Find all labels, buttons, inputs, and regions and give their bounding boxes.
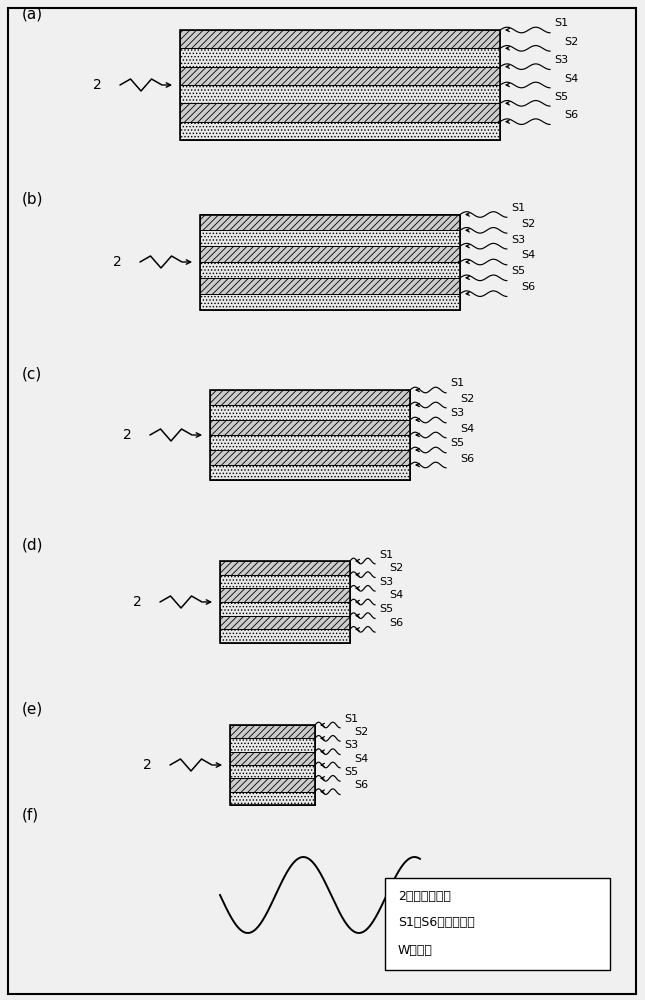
Text: (a): (a) [22,7,43,22]
Bar [220,588,350,602]
Bar [230,738,315,752]
Text: S2: S2 [389,563,403,573]
Bar [385,878,610,970]
Text: S3: S3 [554,55,568,65]
Text: W：波形: W：波形 [398,944,433,956]
Bar [210,420,410,435]
Bar [200,262,460,278]
Text: S3: S3 [511,235,525,245]
Bar [210,390,410,405]
Bar [210,390,410,480]
Text: S5: S5 [344,767,358,777]
Text: S4: S4 [460,424,474,434]
Text: (c): (c) [22,367,43,382]
Text: S2: S2 [521,219,535,229]
Text: S3: S3 [379,577,393,587]
Text: S4: S4 [521,250,535,260]
Text: S5: S5 [511,266,525,276]
Text: 2：光学滤波器: 2：光学滤波器 [398,890,451,902]
Text: 2: 2 [143,758,152,772]
Bar [220,602,350,616]
Text: S4: S4 [354,754,368,764]
Bar [200,246,460,262]
Text: S5: S5 [554,92,568,102]
Text: S5: S5 [450,438,464,448]
Text: 2: 2 [134,595,142,609]
Bar [180,30,500,48]
Bar [180,103,500,122]
Text: S2: S2 [564,37,579,47]
Text: S3: S3 [450,408,464,418]
Bar [180,30,500,140]
Text: S1～S6：层叠部件: S1～S6：层叠部件 [398,916,475,930]
Text: W: W [430,883,442,896]
Text: S2: S2 [354,727,368,737]
Bar [180,122,500,140]
Bar [230,778,315,792]
Text: S1: S1 [344,714,358,724]
Bar [230,792,315,805]
Bar [200,294,460,310]
Bar [210,465,410,480]
Bar [180,85,500,103]
Bar [220,629,350,643]
Bar [220,561,350,643]
Bar [200,215,460,310]
Bar [220,561,350,575]
Text: S1: S1 [554,18,568,28]
Bar [210,435,410,450]
Bar [230,752,315,765]
Bar [220,575,350,588]
Text: S6: S6 [389,618,403,628]
Bar [200,214,460,230]
Bar [230,725,315,738]
Bar [220,616,350,629]
Text: (f): (f) [22,808,39,823]
Text: S4: S4 [389,590,403,600]
Bar [180,67,500,85]
Text: 2: 2 [114,255,122,269]
Text: S2: S2 [460,393,474,403]
Bar [230,765,315,778]
Bar [230,725,315,805]
Text: S6: S6 [521,282,535,292]
Text: S6: S6 [354,780,368,790]
Text: S5: S5 [379,604,393,614]
Bar [210,450,410,465]
Bar [200,230,460,246]
Bar [200,278,460,294]
Text: S1: S1 [450,378,464,388]
Text: (e): (e) [22,702,43,717]
Text: S1: S1 [511,203,525,213]
Bar [180,48,500,67]
Text: 2: 2 [123,428,132,442]
Bar [210,405,410,420]
Text: S1: S1 [379,550,393,560]
Text: (b): (b) [22,192,43,207]
Text: 2: 2 [94,78,102,92]
Text: S6: S6 [460,454,474,464]
Text: S6: S6 [564,110,578,120]
Text: S4: S4 [564,74,579,84]
Text: (d): (d) [22,538,43,553]
Text: S3: S3 [344,740,358,750]
